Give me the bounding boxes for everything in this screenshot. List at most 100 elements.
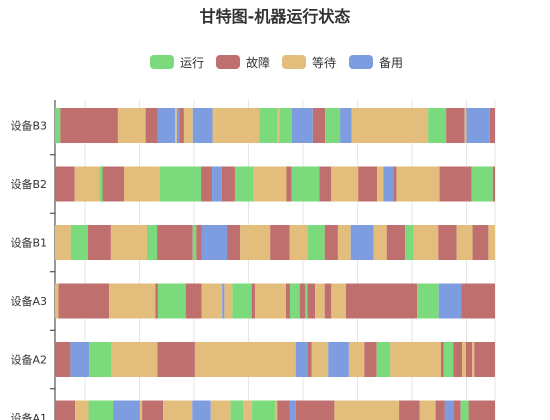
gantt-segment [255, 283, 286, 319]
legend-label: 故障 [246, 55, 271, 70]
gantt-segment [439, 166, 472, 202]
y-tick-label: 设备A3 [10, 294, 47, 308]
gantt-segment [142, 400, 164, 420]
gantt-segment [70, 225, 88, 260]
gantt-segment [364, 342, 377, 377]
gantt-segment [222, 283, 225, 319]
gantt-segment [443, 342, 454, 377]
gantt-segment [315, 283, 325, 319]
gantt-segment [307, 225, 325, 260]
gantt-segment [331, 166, 359, 202]
gantt-segment [307, 283, 316, 319]
gantt-segment [453, 342, 462, 377]
gantt-segment [438, 225, 457, 260]
gantt-segment [373, 225, 387, 260]
gantt-segment [328, 342, 349, 377]
gantt-segment [55, 108, 61, 143]
gantt-segment [386, 225, 406, 260]
gantt-segment [417, 283, 439, 319]
gantt-segment [55, 283, 59, 319]
gantt-segment [466, 108, 490, 143]
gantt-segment [251, 283, 256, 319]
gantt-segment [55, 225, 71, 260]
gantt-segment [390, 342, 441, 377]
gantt-segment [350, 225, 374, 260]
gantt-segment [277, 400, 290, 420]
gantt-segment [221, 166, 235, 202]
gantt-segment [492, 166, 495, 202]
gantt-segment [201, 225, 228, 260]
y-tick-label: 设备B3 [10, 119, 47, 133]
gantt-segment [286, 166, 292, 202]
gantt-segment [468, 400, 495, 420]
legend-swatch [150, 55, 174, 69]
legend-swatch [349, 55, 373, 69]
gantt-segment [472, 225, 489, 260]
gantt-segment [145, 108, 158, 143]
gantt-segment [377, 166, 384, 202]
gantt-segment [75, 400, 89, 420]
gantt-segment [464, 108, 467, 143]
gantt-segment [340, 108, 352, 143]
gantt-segment [393, 166, 397, 202]
gantt-segment [176, 108, 180, 143]
gantt-segment [192, 400, 211, 420]
gantt-segment [295, 342, 308, 377]
y-tick-label: 设备B2 [10, 177, 47, 191]
gantt-segment [348, 342, 365, 377]
gantt-segment [413, 225, 439, 260]
gantt-segment [419, 400, 436, 420]
gantt-segment [117, 108, 146, 143]
gantt-segment [60, 108, 118, 143]
gantt-segment [159, 166, 202, 202]
legend-item[interactable]: 备用 [349, 53, 403, 71]
legend-item[interactable]: 等待 [282, 53, 336, 71]
gantt-segment [192, 225, 197, 260]
gantt-segment [474, 342, 495, 377]
gantt-segment [58, 283, 110, 319]
gantt-segment [324, 283, 332, 319]
gantt-segment [215, 108, 260, 143]
gantt-segment [185, 283, 202, 319]
legend-label: 等待 [312, 55, 337, 70]
gantt-segment [279, 108, 292, 143]
gantt-segment [270, 225, 290, 260]
legend-item[interactable]: 运行 [150, 53, 204, 71]
gantt-segment [157, 225, 193, 260]
gantt-segment [337, 225, 351, 260]
gantt-segment [465, 342, 473, 377]
gantt-segment [243, 400, 253, 420]
gantt-segment [212, 166, 222, 202]
gantt-segment [331, 283, 346, 319]
gantt-segment [435, 400, 445, 420]
chart-title: 甘特图-机器运行状态 [199, 7, 351, 26]
gantt-segment [113, 400, 140, 420]
gantt-segment [277, 108, 280, 143]
y-tick-label: 设备B1 [10, 236, 47, 250]
gantt-segment [399, 400, 420, 420]
gantt-segment [224, 283, 233, 319]
gantt-segment [351, 108, 429, 143]
gantt-segment [70, 342, 90, 377]
gantt-segment [472, 342, 475, 377]
gantt-segment [325, 108, 341, 143]
gantt-segment [444, 400, 454, 420]
gantt-segment [461, 283, 495, 319]
gantt-segment [446, 108, 465, 143]
gantt-segment [227, 225, 241, 260]
gantt-segment [55, 400, 76, 420]
legend-item[interactable]: 故障 [216, 53, 270, 71]
gantt-segment [345, 283, 418, 319]
gantt-segment [232, 283, 252, 319]
gantt-segment [428, 108, 447, 143]
gantt-segment [102, 166, 125, 202]
gantt-segment [179, 108, 184, 143]
gantt-segment [139, 400, 143, 420]
chart-legend: 运行 故障 等待 备用 [150, 53, 410, 71]
legend-swatch [216, 55, 240, 69]
legend-label: 备用 [379, 55, 404, 70]
gantt-segment [196, 225, 202, 260]
gantt-segment [275, 400, 278, 420]
